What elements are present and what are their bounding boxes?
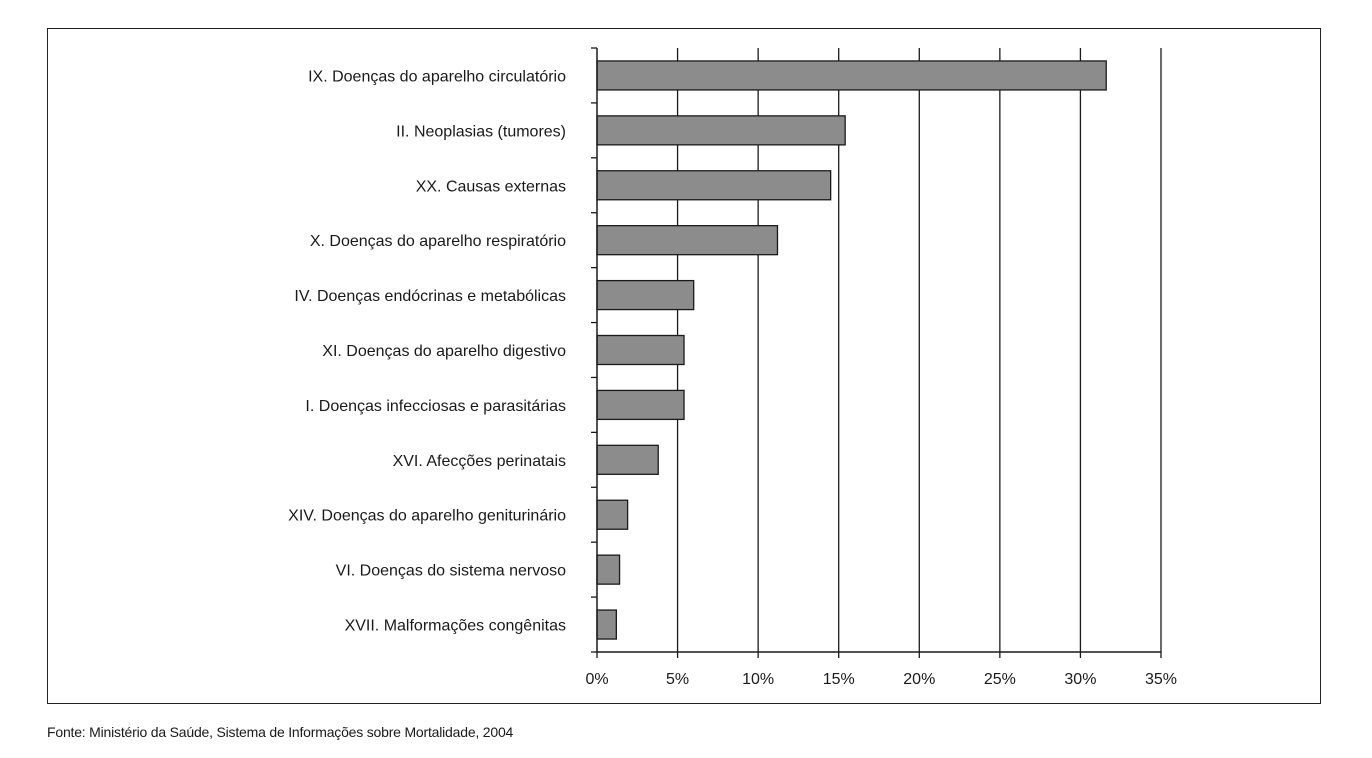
bar <box>596 225 779 256</box>
chart-frame <box>47 28 1321 704</box>
bar <box>596 499 629 530</box>
grid-lines <box>676 48 1162 652</box>
x-tick-label: 35% <box>1145 671 1177 688</box>
axes <box>591 47 1162 658</box>
category-label: X. Doenças do aparelho respiratório <box>310 233 566 250</box>
category-label: XVII. Malformações congênitas <box>345 618 566 635</box>
bars <box>596 60 1107 640</box>
bar <box>596 334 685 366</box>
x-tick-label: 15% <box>823 671 855 688</box>
bar <box>596 60 1107 91</box>
x-tick-label: 20% <box>903 671 935 688</box>
bar <box>596 389 685 421</box>
category-label: XX. Causas externas <box>416 178 566 195</box>
x-tick-label: 0% <box>585 671 608 688</box>
bar <box>596 170 832 201</box>
x-tick-label: 25% <box>984 671 1016 688</box>
bar <box>596 444 659 475</box>
source-note: Fonte: Ministério da Saúde, Sistema de I… <box>47 724 514 740</box>
category-label: VI. Doenças do sistema nervoso <box>336 563 566 580</box>
tick-labels: 0% 5% 10% 15% 20% 25% 30% 35% <box>585 671 1177 688</box>
category-label: XI. Doenças do aparelho digestivo <box>322 343 566 360</box>
category-label: XVI. Afecções perinatais <box>393 453 566 470</box>
x-tick-label: 30% <box>1064 671 1096 688</box>
category-label: XIV. Doenças do aparelho geniturinário <box>288 508 566 525</box>
bar <box>596 609 617 640</box>
x-tick-label: 5% <box>666 671 689 688</box>
bar <box>596 279 695 311</box>
category-label: IV. Doenças endócrinas e metabólicas <box>294 288 566 305</box>
category-label: II. Neoplasias (tumores) <box>396 123 566 140</box>
category-labels: IX. Doenças do aparelho circulatório II. … <box>288 68 566 634</box>
x-tick-label: 10% <box>742 671 774 688</box>
category-label: I. Doenças infecciosas e parasitárias <box>305 398 566 415</box>
bar <box>596 554 621 585</box>
bar <box>596 115 846 146</box>
category-label: IX. Doenças do aparelho circulatório <box>308 68 566 85</box>
